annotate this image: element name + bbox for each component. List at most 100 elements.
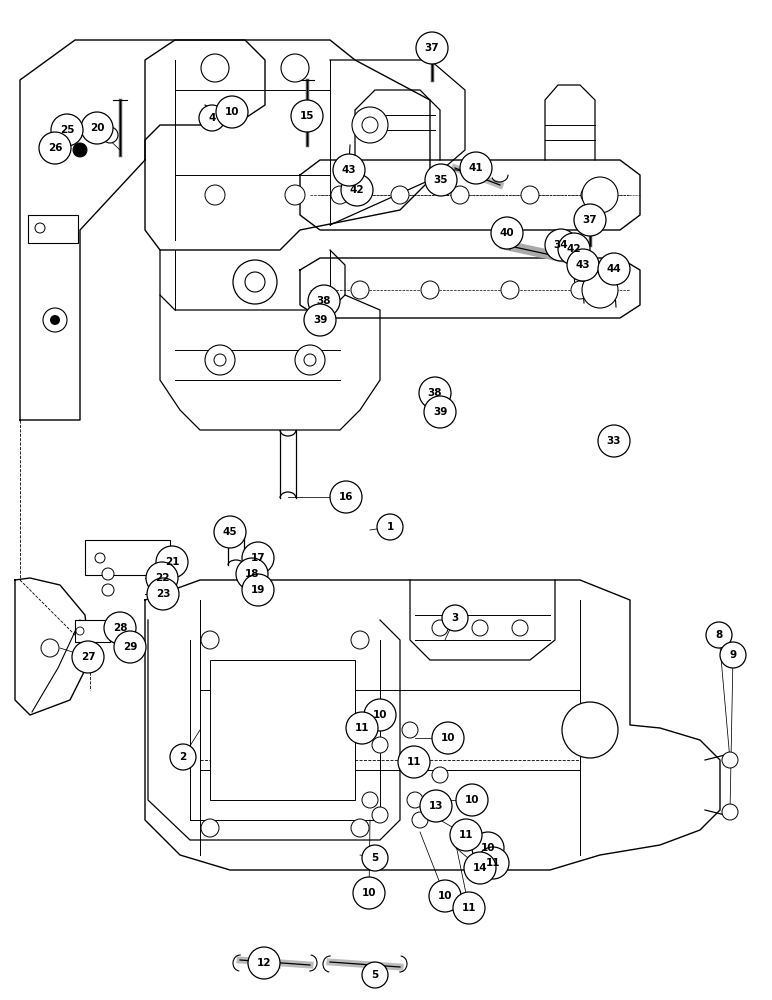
Text: 38: 38 (428, 388, 442, 398)
Text: 20: 20 (90, 123, 104, 133)
Circle shape (416, 32, 448, 64)
Circle shape (377, 514, 403, 540)
Circle shape (51, 114, 83, 146)
Text: 10: 10 (441, 733, 455, 743)
Circle shape (304, 304, 336, 336)
Circle shape (706, 622, 732, 648)
Circle shape (722, 752, 738, 768)
Circle shape (242, 574, 274, 606)
Circle shape (230, 106, 244, 120)
Circle shape (317, 312, 333, 328)
Text: 10: 10 (373, 710, 388, 720)
Circle shape (352, 107, 388, 143)
Circle shape (424, 396, 456, 428)
Circle shape (291, 100, 323, 132)
Circle shape (285, 185, 305, 205)
Circle shape (244, 552, 256, 564)
Text: 42: 42 (567, 244, 581, 254)
Circle shape (351, 631, 369, 649)
Circle shape (351, 281, 369, 299)
Text: 43: 43 (342, 165, 357, 175)
Circle shape (429, 880, 461, 912)
Circle shape (317, 297, 333, 313)
Circle shape (720, 642, 746, 668)
Circle shape (571, 281, 589, 299)
Circle shape (76, 627, 84, 635)
Text: 11: 11 (407, 757, 422, 767)
Text: 19: 19 (251, 585, 266, 595)
Circle shape (477, 847, 509, 879)
Circle shape (330, 481, 362, 513)
Circle shape (351, 819, 369, 837)
Text: 15: 15 (300, 111, 314, 121)
Circle shape (501, 281, 519, 299)
Text: 39: 39 (313, 315, 327, 325)
FancyBboxPatch shape (85, 540, 170, 575)
Text: 41: 41 (469, 163, 483, 173)
Circle shape (95, 553, 105, 563)
Circle shape (421, 281, 439, 299)
Text: 11: 11 (486, 858, 500, 868)
Circle shape (205, 185, 225, 205)
Text: 3: 3 (452, 613, 459, 623)
Circle shape (598, 253, 630, 285)
Text: 16: 16 (339, 492, 354, 502)
Circle shape (214, 516, 246, 548)
Circle shape (245, 272, 265, 292)
Text: 18: 18 (245, 569, 259, 579)
Circle shape (353, 877, 385, 909)
Text: 23: 23 (156, 589, 171, 599)
Text: 9: 9 (730, 650, 736, 660)
Text: 11: 11 (462, 903, 476, 913)
Circle shape (295, 345, 325, 375)
Text: 11: 11 (459, 830, 473, 840)
Circle shape (574, 204, 606, 236)
Circle shape (35, 223, 45, 233)
Circle shape (521, 186, 539, 204)
Circle shape (146, 562, 178, 594)
Circle shape (244, 568, 256, 580)
Circle shape (722, 804, 738, 820)
Text: 8: 8 (716, 630, 723, 640)
Circle shape (472, 620, 488, 636)
Circle shape (420, 790, 452, 822)
Circle shape (362, 962, 388, 988)
Text: 44: 44 (607, 264, 621, 274)
Circle shape (407, 752, 423, 768)
Circle shape (562, 702, 618, 758)
Text: 29: 29 (123, 642, 137, 652)
Text: 25: 25 (59, 125, 74, 135)
Text: 42: 42 (350, 185, 364, 195)
Circle shape (72, 641, 104, 673)
FancyBboxPatch shape (75, 620, 110, 642)
Circle shape (341, 174, 373, 206)
Circle shape (453, 892, 485, 924)
Circle shape (491, 217, 523, 249)
Text: 10: 10 (438, 891, 452, 901)
Text: 11: 11 (355, 723, 369, 733)
Circle shape (346, 712, 378, 744)
Circle shape (199, 105, 225, 131)
Circle shape (566, 245, 580, 259)
Text: 12: 12 (257, 958, 271, 968)
Circle shape (419, 377, 451, 409)
Circle shape (102, 584, 114, 596)
Circle shape (73, 143, 87, 157)
Circle shape (147, 578, 179, 610)
Circle shape (432, 722, 464, 754)
Circle shape (304, 354, 316, 366)
Circle shape (104, 612, 136, 644)
Circle shape (201, 819, 219, 837)
Text: 2: 2 (179, 752, 187, 762)
Circle shape (442, 605, 468, 631)
Circle shape (545, 229, 577, 261)
Circle shape (432, 404, 448, 420)
Circle shape (205, 345, 235, 375)
Text: 22: 22 (154, 573, 169, 583)
Circle shape (412, 812, 428, 828)
Circle shape (216, 96, 248, 128)
Text: 43: 43 (576, 260, 591, 270)
Circle shape (582, 272, 618, 308)
Circle shape (362, 117, 378, 133)
Circle shape (81, 112, 113, 144)
